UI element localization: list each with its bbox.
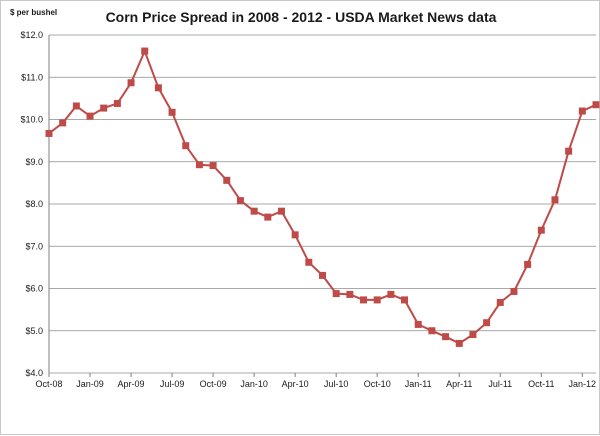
x-tick-label: Oct-10 <box>364 379 391 389</box>
data-point <box>72 102 80 110</box>
data-point <box>332 290 340 298</box>
y-tick-label: $11.0 <box>21 72 43 82</box>
data-point <box>195 161 203 169</box>
x-tick-label: Jan-09 <box>76 379 104 389</box>
data-point <box>59 119 67 127</box>
x-tick-labels: Oct-08 Jan-09 Apr-09 Jul-09 Oct-09 Jan-10 Apr-… <box>35 373 596 389</box>
data-point <box>524 260 532 268</box>
y-tick-label: $7.0 <box>25 241 43 251</box>
data-point <box>346 290 354 298</box>
x-tick-label: Apr-09 <box>118 379 145 389</box>
data-point <box>496 298 504 306</box>
data-point <box>373 296 381 304</box>
x-tick-label: Oct-11 <box>528 379 554 389</box>
data-point <box>209 162 217 170</box>
data-point <box>100 104 108 112</box>
data-point <box>360 296 368 304</box>
data-point <box>387 290 395 298</box>
series-line <box>48 50 597 345</box>
x-tick-label: Jul-09 <box>160 379 185 389</box>
data-point <box>537 226 545 234</box>
data-point <box>223 176 231 184</box>
data-point <box>236 197 244 205</box>
y-tick-label: $8.0 <box>25 199 43 209</box>
data-point <box>113 99 121 107</box>
data-point <box>141 47 149 55</box>
data-point <box>182 142 190 150</box>
data-point <box>305 258 313 266</box>
chart-title: Corn Price Spread in 2008 - 2012 - USDA … <box>106 9 497 25</box>
y-tick-label: $10.0 <box>20 115 43 125</box>
x-tick-label: Jan-11 <box>405 379 432 389</box>
series-corn-price <box>45 47 600 347</box>
x-tick-label: Jan-10 <box>240 379 268 389</box>
data-point <box>264 213 272 221</box>
y-tick-label: $4.0 <box>25 368 43 378</box>
y-axis-label: $ per bushel <box>10 8 57 17</box>
y-tick-label: $6.0 <box>25 284 43 294</box>
x-tick-label: Oct-08 <box>35 379 62 389</box>
data-point <box>168 108 176 116</box>
data-point <box>428 327 436 335</box>
x-tick-label: Oct-09 <box>200 379 227 389</box>
data-point <box>86 112 94 120</box>
data-point <box>127 79 135 87</box>
data-point <box>401 296 409 304</box>
y-tick-label: $9.0 <box>25 157 43 167</box>
data-point <box>250 207 258 215</box>
data-point <box>442 333 450 341</box>
y-tick-label: $5.0 <box>25 326 43 336</box>
data-point <box>592 101 600 109</box>
gridlines <box>48 34 596 374</box>
data-point <box>483 319 491 327</box>
data-point <box>551 196 559 204</box>
data-point <box>414 320 422 328</box>
y-tick-labels: $4.0 $5.0 $6.0 $7.0 $8.0 $9.0 $10.0 $11.0 $12.0 <box>20 30 43 378</box>
data-point <box>578 107 586 115</box>
data-point <box>277 207 285 215</box>
data-point <box>510 287 518 295</box>
x-tick-label: Jan-12 <box>569 379 597 389</box>
x-tick-label: Apr-10 <box>282 379 309 389</box>
data-point <box>154 84 162 92</box>
x-tick-label: Jul-11 <box>488 379 512 389</box>
y-tick-label: $12.0 <box>20 30 43 40</box>
x-tick-label: Apr-11 <box>446 379 472 389</box>
data-point <box>455 339 463 347</box>
x-tick-label: Jul-10 <box>324 379 349 389</box>
data-point <box>45 129 53 137</box>
data-point <box>565 147 573 155</box>
data-point <box>319 271 326 279</box>
data-point <box>291 231 299 239</box>
data-point <box>469 331 477 339</box>
